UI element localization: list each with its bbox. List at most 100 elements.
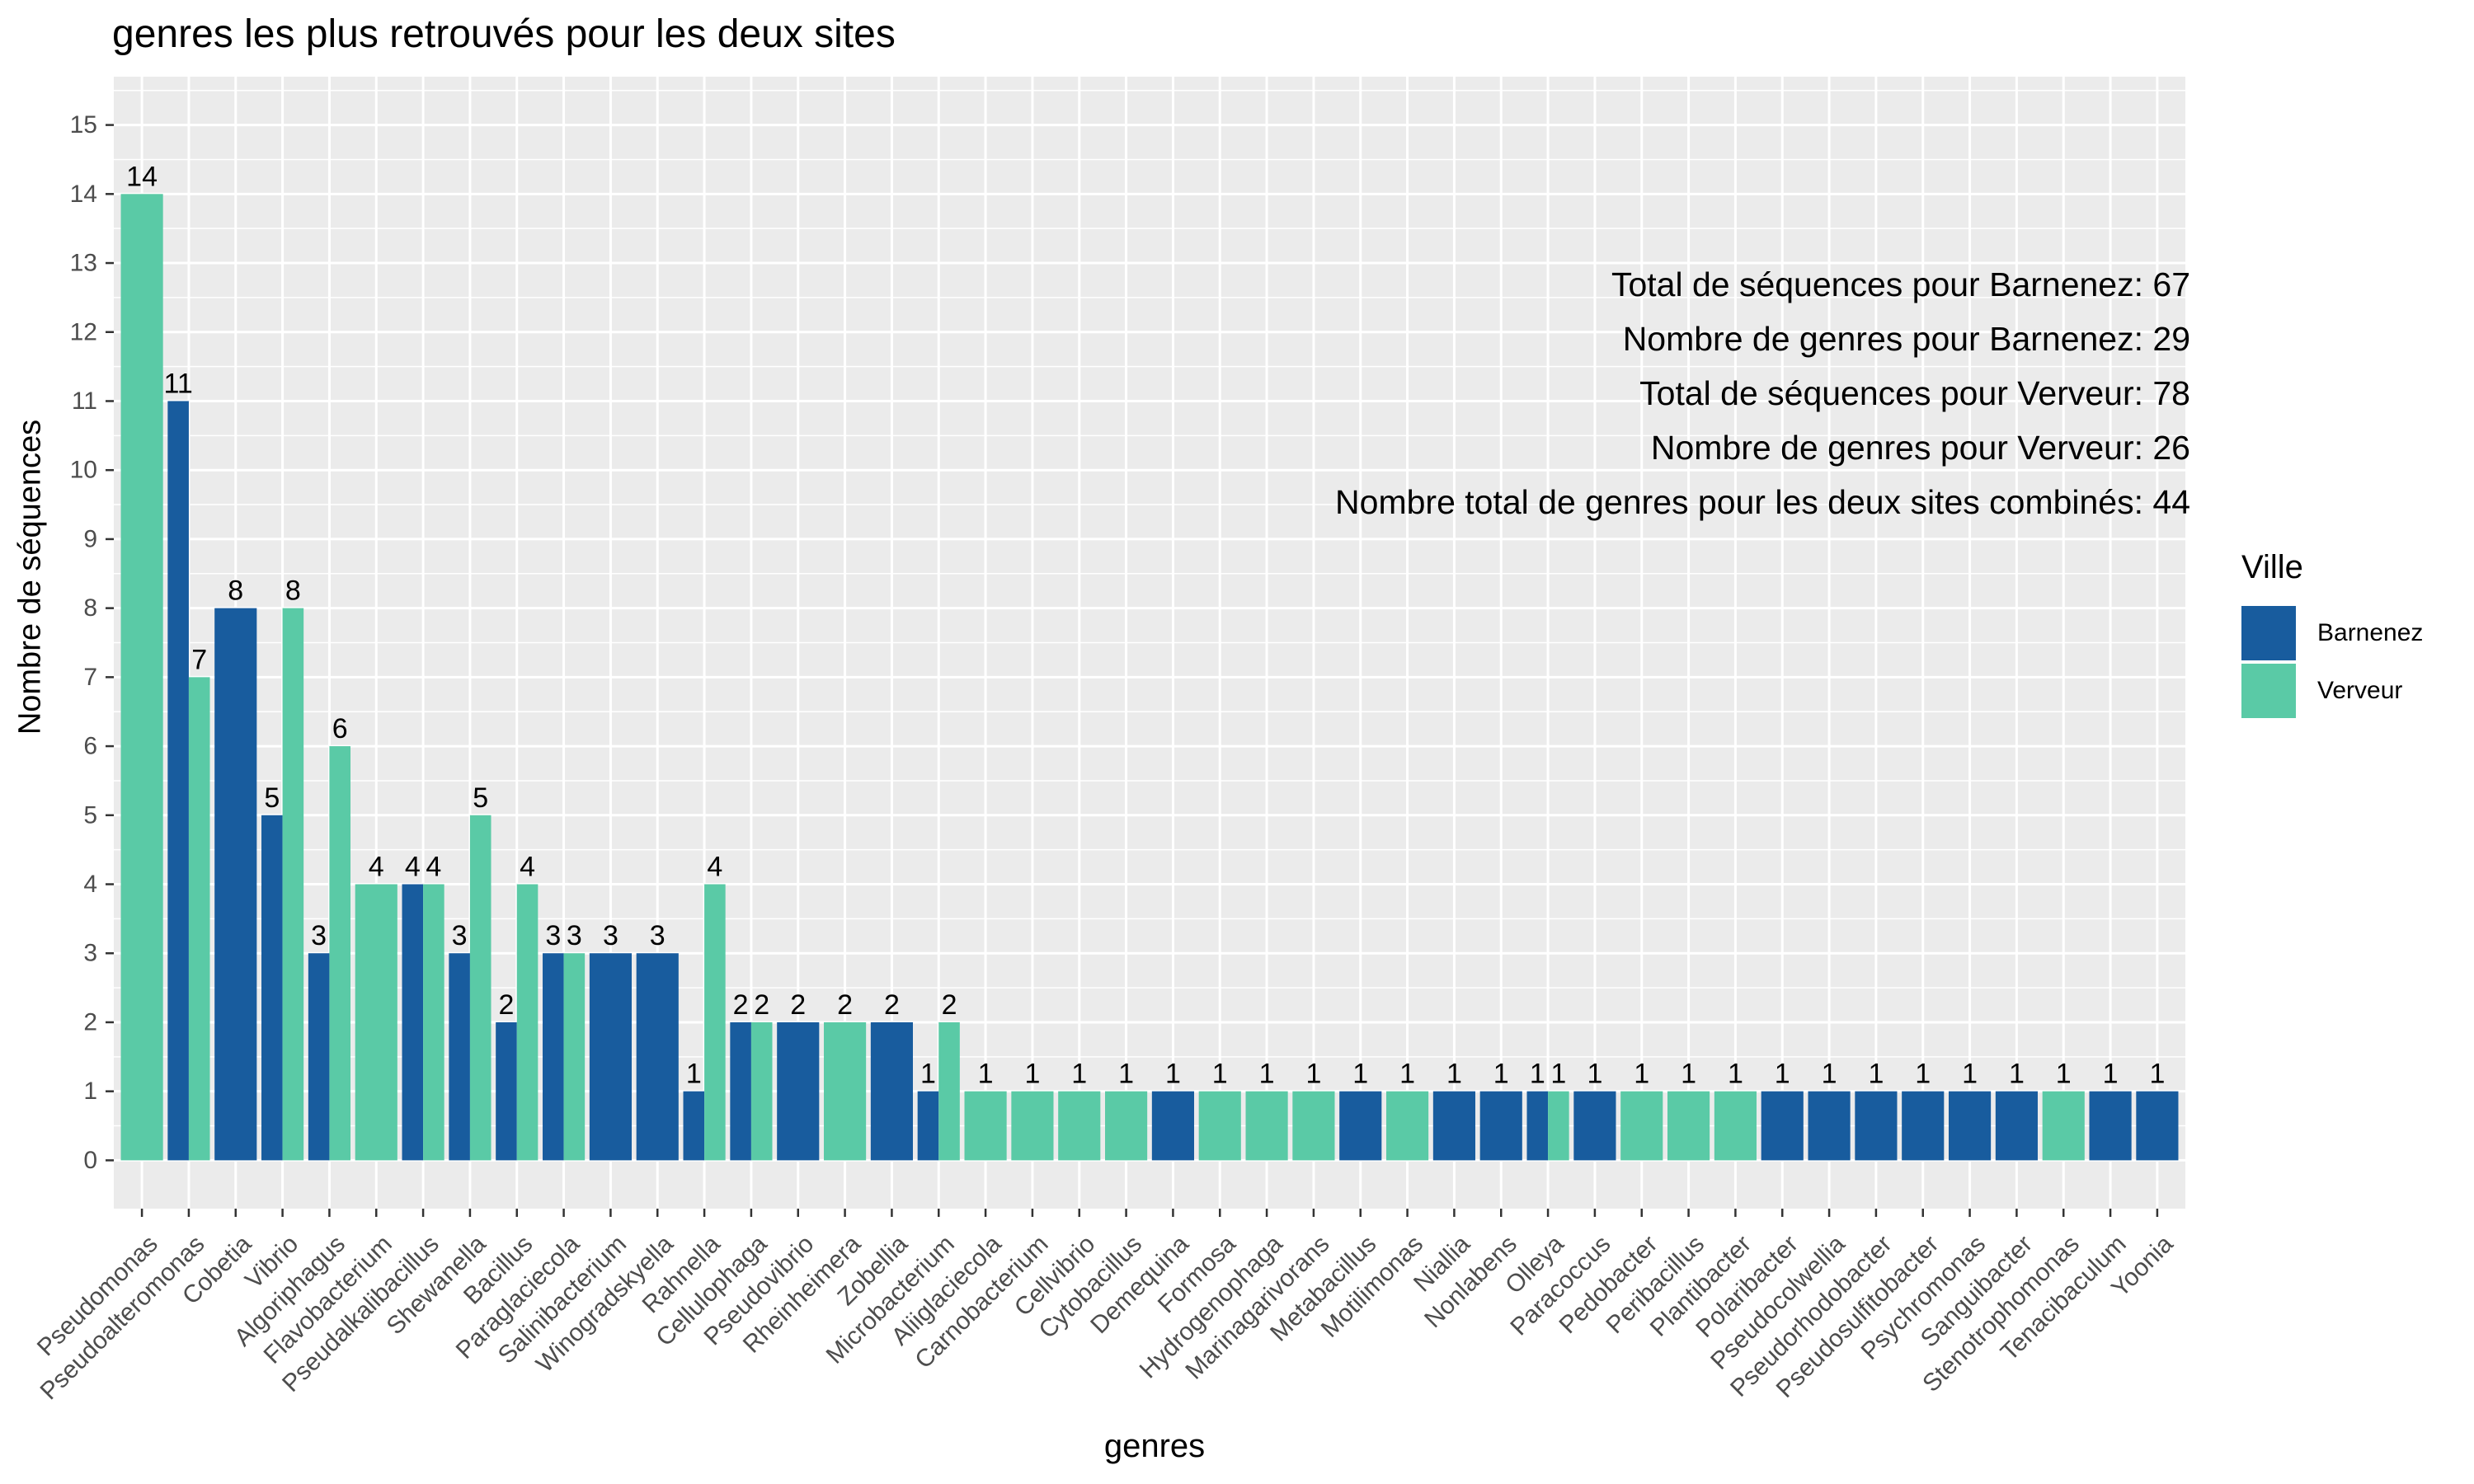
bar-value-label: 1: [978, 1059, 994, 1090]
y-tick-label: 7: [83, 664, 97, 691]
bar-value-label: 1: [1024, 1059, 1040, 1090]
bar-barnenez: [1479, 1091, 1522, 1161]
bar-value-label: 1: [1634, 1059, 1649, 1090]
bar-barnenez: [777, 1021, 820, 1161]
bar-barnenez: [308, 953, 330, 1161]
bar-verveur: [964, 1091, 1007, 1161]
y-tick-label: 0: [83, 1147, 97, 1174]
bar-barnenez: [449, 953, 470, 1161]
bar-barnenez: [1902, 1091, 1945, 1161]
legend: Ville Barnenez Verveur: [2241, 549, 2423, 720]
y-axis-title-wrap: Nombre de séquences: [2, 322, 59, 833]
bar-barnenez: [1995, 1091, 2038, 1161]
y-tick-label: 12: [70, 318, 97, 345]
bar-verveur: [329, 746, 351, 1161]
y-tick-label: 13: [70, 250, 97, 277]
bar-value-label: 1: [2009, 1059, 2025, 1090]
bar-barnenez: [167, 401, 189, 1161]
bar-verveur: [704, 884, 726, 1161]
y-tick-label: 9: [83, 525, 97, 552]
bar-value-label: 1: [1915, 1059, 1931, 1090]
bar-value-label: 5: [264, 782, 280, 814]
bar-value-label: 2: [499, 989, 515, 1021]
bar-value-label: 14: [126, 161, 158, 192]
bar-value-label: 1: [1118, 1059, 1134, 1090]
bar-value-label: 3: [650, 920, 666, 951]
stat-total-barnenez: Total de séquences pour Barnenez: 67: [1611, 265, 2190, 303]
bar-barnenez: [636, 953, 679, 1161]
bar-value-label: 1: [1071, 1059, 1087, 1090]
bar-value-label: 1: [1775, 1059, 1790, 1090]
x-axis: PseudomonasPseudoalteromonasCobetiaVibri…: [32, 1209, 2179, 1405]
bar-value-label: 2: [942, 989, 957, 1021]
y-tick-label: 11: [72, 387, 97, 415]
summary-annotations: Total de séquences pour Barnenez: 67 Nom…: [1335, 257, 2190, 529]
y-tick-label: 14: [70, 181, 97, 208]
bar-value-label: 1: [1399, 1059, 1415, 1090]
y-tick-label: 1: [83, 1078, 97, 1105]
bar-verveur: [1620, 1091, 1663, 1161]
bar-verveur: [1011, 1091, 1054, 1161]
bar-barnenez: [214, 608, 257, 1161]
bar-value-label: 1: [2056, 1059, 2072, 1090]
bar-barnenez: [1855, 1091, 1898, 1161]
bar-value-label: 2: [837, 989, 853, 1021]
stat-genres-verveur: Nombre de genres pour Verveur: 26: [1650, 429, 2190, 467]
bar-value-label: 3: [603, 920, 618, 951]
bar-verveur: [1198, 1091, 1241, 1161]
bar-value-label: 3: [311, 920, 327, 951]
legend-label-verveur: Verveur: [2317, 677, 2403, 704]
bar-barnenez: [683, 1091, 705, 1161]
y-tick-label: 6: [83, 733, 97, 760]
bar-value-label: 1: [920, 1059, 936, 1090]
bars: [120, 194, 2179, 1161]
bar-barnenez: [261, 815, 283, 1161]
bar-verveur: [516, 884, 539, 1161]
bar-value-label: 6: [332, 713, 348, 744]
bar-verveur: [1105, 1091, 1148, 1161]
bar-verveur: [1386, 1091, 1429, 1161]
legend-label-barnenez: Barnenez: [2317, 619, 2424, 646]
bar-value-label: 4: [405, 852, 421, 883]
legend-title: Ville: [2241, 549, 2303, 585]
bar-barnenez: [2136, 1091, 2179, 1161]
bar-value-label: 1: [1165, 1059, 1181, 1090]
bar-value-label: 11: [163, 368, 192, 399]
bar-barnenez: [543, 953, 564, 1161]
bar-barnenez: [1573, 1091, 1616, 1161]
bar-verveur: [355, 884, 397, 1161]
bar-barnenez: [870, 1021, 913, 1161]
y-axis-title: Nombre de séquences: [12, 419, 48, 735]
bar-verveur: [938, 1021, 960, 1161]
y-tick-label: 3: [83, 940, 97, 967]
bar-barnenez: [402, 884, 424, 1161]
bar-barnenez: [1526, 1091, 1549, 1161]
bar-value-label: 1: [1493, 1059, 1509, 1090]
bar-value-label: 1: [1446, 1059, 1462, 1090]
bar-value-label: 4: [707, 852, 722, 883]
bar-verveur: [824, 1021, 867, 1161]
bar-barnenez: [589, 953, 632, 1161]
bar-verveur: [1548, 1091, 1569, 1161]
bar-value-label: 1: [1822, 1059, 1837, 1090]
bar-value-label: 7: [191, 644, 207, 675]
bar-barnenez: [1339, 1091, 1382, 1161]
y-tick-label: 15: [70, 111, 97, 139]
bar-verveur: [423, 884, 444, 1161]
bar-verveur: [120, 194, 163, 1161]
bar-value-label: 3: [452, 920, 468, 951]
x-axis-title: genres: [1103, 1428, 1206, 1464]
bar-value-label: 1: [1587, 1059, 1602, 1090]
bar-barnenez: [1151, 1091, 1194, 1161]
chart-title: genres les plus retrouvés pour les deux …: [112, 12, 896, 56]
bar-value-label: 1: [686, 1059, 702, 1090]
bar-value-label: 8: [285, 575, 301, 607]
y-tick-label: 4: [83, 871, 97, 898]
bar-verveur: [1245, 1091, 1288, 1161]
bar-verveur: [563, 953, 586, 1161]
bar-barnenez: [496, 1021, 517, 1161]
bar-value-label: 1: [1681, 1059, 1696, 1090]
